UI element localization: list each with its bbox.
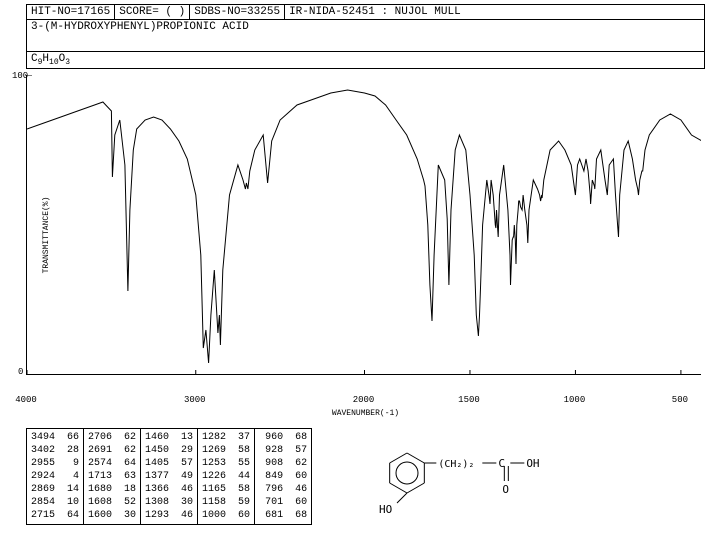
- peak-value: 3494 66: [31, 431, 79, 444]
- molecular-formula: C9H10O3: [31, 53, 70, 65]
- x-tick-label: 500: [672, 395, 688, 405]
- peak-value: 1165 58: [202, 483, 250, 496]
- peak-value: 2955 9: [31, 457, 79, 470]
- peak-value: 3402 28: [31, 444, 79, 457]
- svg-text:HO: HO: [379, 503, 392, 516]
- peak-value: 2715 64: [31, 509, 79, 522]
- peak-column: 3494 663402 282955 92924 42869 142854 10…: [27, 429, 84, 524]
- peak-value: 796 46: [259, 483, 307, 496]
- y-tick-100: 100: [12, 71, 28, 81]
- peak-value: 701 60: [259, 496, 307, 509]
- peak-value: 1226 44: [202, 470, 250, 483]
- peak-value: 1293 46: [145, 509, 193, 522]
- x-tick-label: 1000: [564, 395, 586, 405]
- hit-no-cell: HIT-NO=17165: [27, 5, 115, 19]
- y-axis-label: TRANSMITTANCE(%): [42, 197, 51, 274]
- ir-info-cell: IR-NIDA-52451 : NUJOL MULL: [285, 5, 704, 19]
- x-axis-ticks: 40003000200015001000500: [26, 395, 701, 409]
- page-container: HIT-NO=17165 SCORE= ( ) SDBS-NO=33255 IR…: [0, 0, 715, 553]
- peak-value: 2574 64: [88, 457, 136, 470]
- formula-row: C9H10O3: [26, 52, 705, 69]
- peak-value: 2691 62: [88, 444, 136, 457]
- peak-value: 2854 10: [31, 496, 79, 509]
- peak-value: 1600 30: [88, 509, 136, 522]
- peak-value: 1405 57: [145, 457, 193, 470]
- molecular-structure: HO(CH₂)₂COHO: [352, 428, 705, 527]
- svg-text:OH: OH: [526, 457, 539, 470]
- peak-value: 1460 13: [145, 431, 193, 444]
- spectrum-chart: [26, 75, 701, 375]
- peak-value: 681 68: [259, 509, 307, 522]
- chart-area: TRANSMITTANCE(%) 100 0: [26, 75, 705, 395]
- peak-value: 849 60: [259, 470, 307, 483]
- peak-value: 928 57: [259, 444, 307, 457]
- peak-value: 1680 18: [88, 483, 136, 496]
- structure-svg: HO(CH₂)₂COHO: [352, 428, 572, 523]
- peak-value: 908 62: [259, 457, 307, 470]
- compound-name: 3-(M-HYDROXYPHENYL)PROPIONIC ACID: [31, 21, 249, 33]
- peak-value: 1450 29: [145, 444, 193, 457]
- peak-value: 2924 4: [31, 470, 79, 483]
- score-cell: SCORE= ( ): [115, 5, 190, 19]
- peak-value: 960 68: [259, 431, 307, 444]
- peak-table: 3494 663402 282955 92924 42869 142854 10…: [26, 428, 312, 525]
- peak-column: 2706 622691 622574 641713 631680 181608 …: [84, 429, 141, 524]
- compound-name-row: 3-(M-HYDROXYPHENYL)PROPIONIC ACID: [26, 20, 705, 52]
- svg-text:O: O: [502, 483, 509, 496]
- header-row: HIT-NO=17165 SCORE= ( ) SDBS-NO=33255 IR…: [26, 4, 705, 20]
- peak-value: 1713 63: [88, 470, 136, 483]
- peak-value: 1158 59: [202, 496, 250, 509]
- peak-column: 960 68 928 57 908 62 849 60 796 46 701 6…: [255, 429, 311, 524]
- peak-value: 1308 30: [145, 496, 193, 509]
- peak-value: 1366 46: [145, 483, 193, 496]
- sdbs-no-cell: SDBS-NO=33255: [190, 5, 285, 19]
- peak-value: 2869 14: [31, 483, 79, 496]
- peak-value: 1282 37: [202, 431, 250, 444]
- svg-text:(CH₂)₂: (CH₂)₂: [438, 459, 474, 470]
- x-tick-label: 1500: [458, 395, 480, 405]
- x-axis-label: WAVENUMBER(-1): [26, 409, 705, 418]
- peak-value: 1377 49: [145, 470, 193, 483]
- x-tick-label: 3000: [184, 395, 206, 405]
- peak-value: 1253 55: [202, 457, 250, 470]
- peak-column: 1282 371269 581253 551226 441165 581158 …: [198, 429, 255, 524]
- peak-value: 1608 52: [88, 496, 136, 509]
- peak-value: 2706 62: [88, 431, 136, 444]
- bottom-section: 3494 663402 282955 92924 42869 142854 10…: [26, 428, 705, 527]
- y-tick-0: 0: [18, 367, 23, 377]
- peak-value: 1269 58: [202, 444, 250, 457]
- x-tick-label: 2000: [353, 395, 375, 405]
- peak-column: 1460 131450 291405 571377 491366 461308 …: [141, 429, 198, 524]
- peak-value: 1000 60: [202, 509, 250, 522]
- x-tick-label: 4000: [15, 395, 37, 405]
